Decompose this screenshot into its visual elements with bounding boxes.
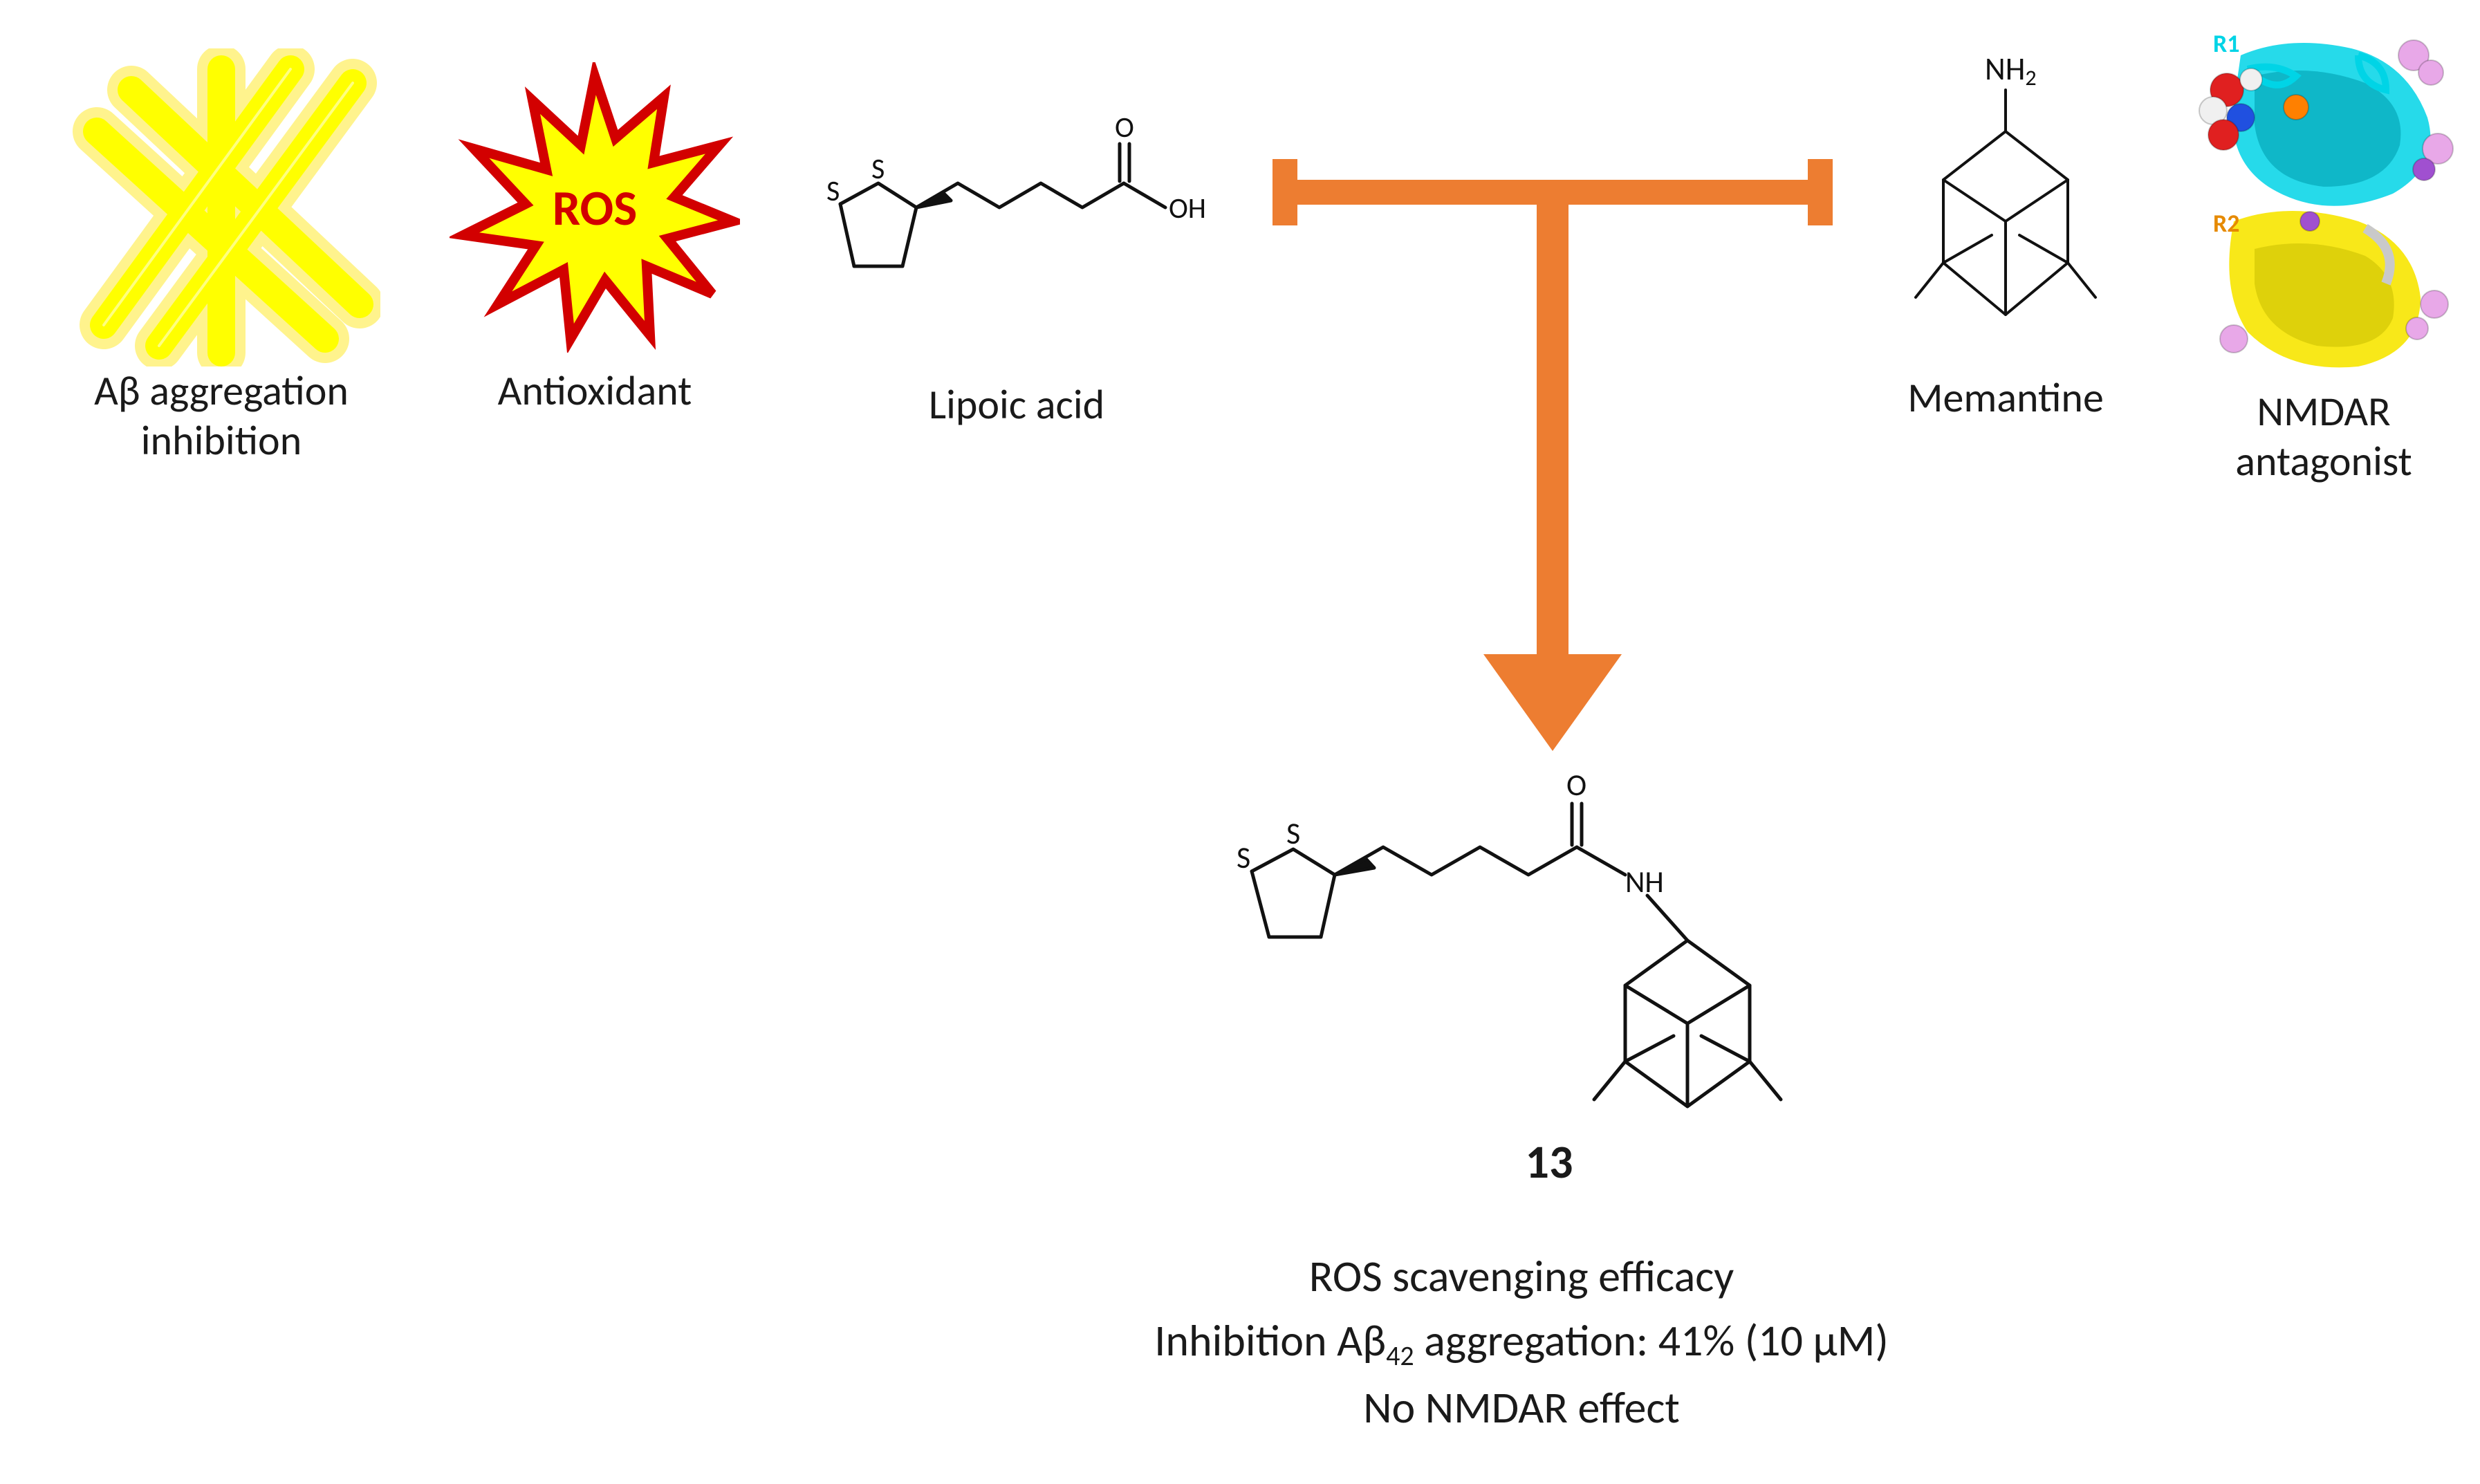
result-line-2-sub: 42 (1386, 1339, 1414, 1373)
svg-text:ROS: ROS (553, 178, 638, 239)
amyloid-label-1: Aβ aggregation (62, 367, 380, 416)
compound13-block: S S O NH 13 (1203, 754, 1895, 1191)
svg-text:NH2: NH2 (1985, 50, 2037, 91)
memantine-block: NH2 Memantine (1853, 41, 2158, 423)
result-line-2-prefix: Inhibition Aβ (1154, 1314, 1386, 1368)
result-line-3: No NMDAR effect (830, 1376, 2213, 1440)
svg-text:NH: NH (1625, 863, 1664, 900)
arrow-horizontal (1273, 180, 1833, 205)
arrow-head-icon (1483, 654, 1622, 758)
results-block: ROS scavenging efficacy Inhibition Aβ42 … (830, 1245, 2213, 1440)
svg-text:R1: R1 (2213, 28, 2240, 59)
nmdar-block: R1 R2 NMDAR antagonist (2185, 14, 2462, 487)
memantine-label: Memantine (1853, 373, 2158, 423)
svg-text:O: O (1115, 110, 1134, 145)
amyloid-icon (62, 48, 380, 367)
ros-block: ROS Antioxidant (450, 62, 740, 416)
arrow-left-cap (1273, 159, 1297, 225)
lipoic-structure-icon: S S O OH (802, 104, 1231, 339)
memantine-structure-icon: NH2 (1853, 41, 2158, 373)
ros-label: Antioxidant (450, 367, 740, 416)
amyloid-label-2: inhibition (62, 416, 380, 466)
svg-text:S: S (826, 174, 840, 209)
canvas: Aβ aggregation inhibition ROS Antioxidan… (0, 0, 2480, 1484)
arrow-vertical (1537, 205, 1568, 661)
lipoic-block: S S O OH Lipoic acid (802, 104, 1231, 430)
nmdar-icon: R1 R2 (2185, 14, 2462, 387)
nmdar-label-1: NMDAR (2185, 387, 2462, 437)
lipoic-label: Lipoic acid (802, 380, 1231, 430)
nmdar-label-2: antagonist (2185, 437, 2462, 487)
ros-icon: ROS (450, 62, 740, 353)
svg-text:S: S (1286, 815, 1300, 852)
result-line-2: Inhibition Aβ42 aggregation: 41% (10 μM) (830, 1309, 2213, 1376)
amyloid-block: Aβ aggregation inhibition (62, 48, 380, 466)
arrow-right-cap (1808, 159, 1833, 225)
svg-text:R2: R2 (2213, 208, 2240, 239)
result-line-2-suffix: aggregation: 41% (10 μM) (1414, 1314, 1889, 1368)
svg-text:OH: OH (1169, 191, 1206, 226)
result-line-1: ROS scavenging efficacy (830, 1245, 2213, 1309)
compound13-structure-icon: S S O NH (1203, 754, 1895, 1141)
compound13-number: 13 (1203, 1134, 1895, 1191)
svg-text:S: S (1237, 839, 1250, 876)
svg-text:S: S (871, 151, 885, 187)
svg-text:O: O (1566, 766, 1586, 804)
